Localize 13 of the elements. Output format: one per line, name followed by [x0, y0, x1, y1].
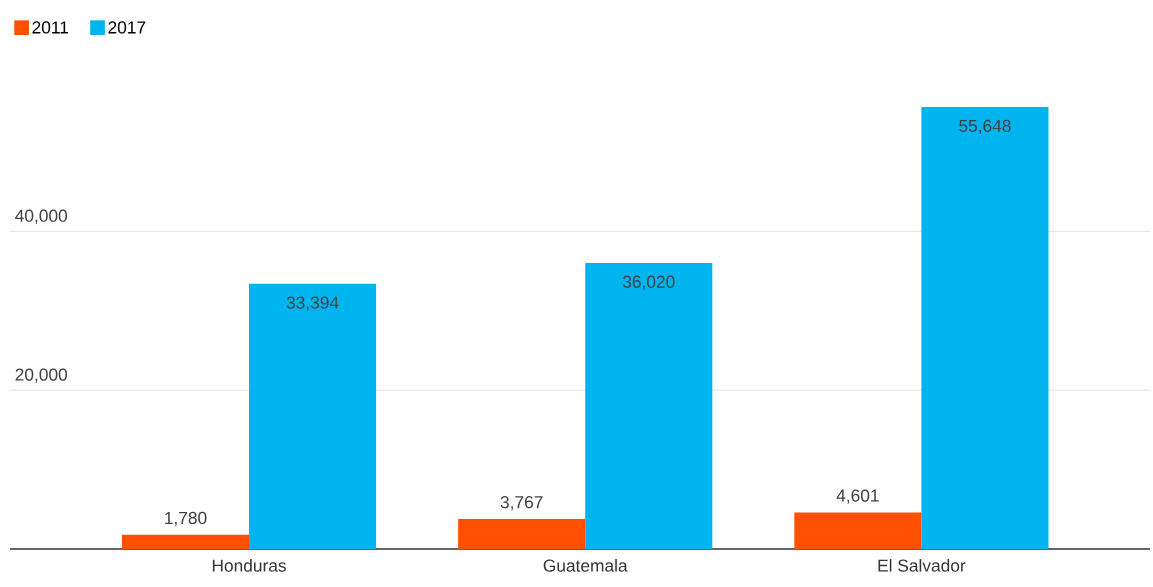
data-label: 3,767 — [500, 496, 543, 511]
x-tick-label: Guatemala — [543, 559, 628, 572]
data-label: 36,020 — [622, 275, 675, 290]
y-tick-label: 20,000 — [15, 368, 68, 383]
x-tick-label: Honduras — [212, 559, 286, 572]
data-label: 33,394 — [286, 296, 339, 311]
data-label: 1,780 — [165, 511, 207, 527]
legend-label: 2011 — [32, 21, 69, 34]
y-tick-label: 40,000 — [15, 209, 68, 224]
data-label: 4,601 — [836, 489, 879, 504]
data-label: 55,648 — [959, 119, 1011, 135]
legend-label: 2017 — [108, 21, 146, 34]
x-tick-label: El Salvador — [878, 559, 966, 572]
